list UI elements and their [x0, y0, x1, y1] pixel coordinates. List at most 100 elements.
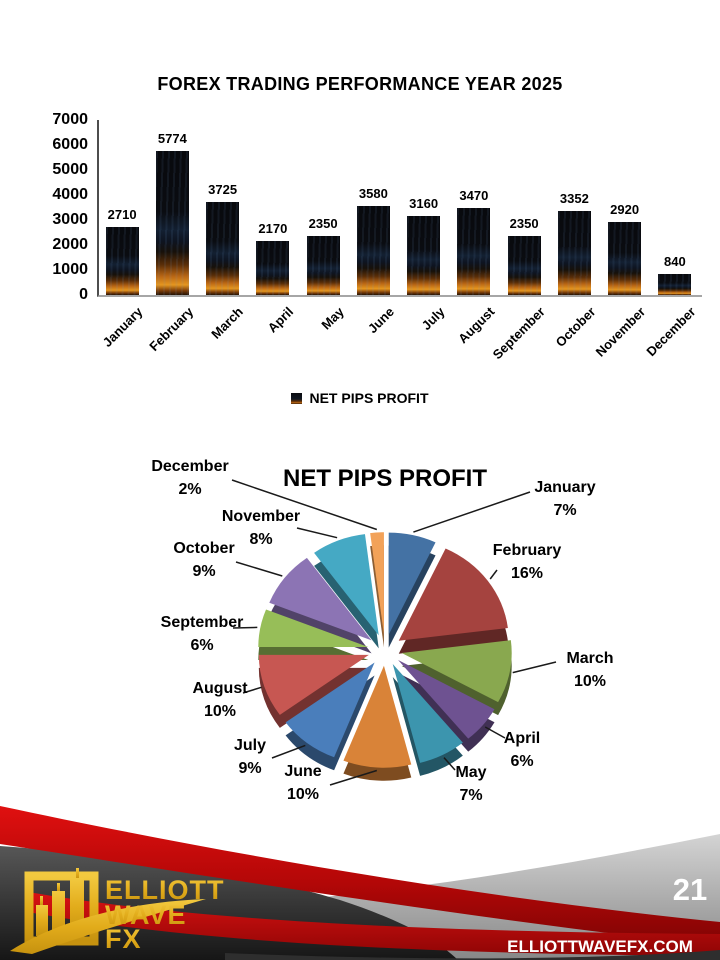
footer-banner: ELLIOTT WAVE FX 21 ELLIOTTWAVEFX.COM: [0, 806, 720, 960]
logo-text-line1: ELLIOTT: [105, 875, 224, 905]
bar-august: [457, 208, 491, 295]
pie-leader-line-october: [235, 561, 283, 577]
pie-leader-line-february: [489, 569, 498, 580]
bar-value-label: 3470: [459, 188, 489, 204]
pie-label-may: May 7%: [455, 764, 486, 804]
bar-value-label: 3352: [559, 191, 589, 207]
pie-slice-april: [398, 660, 495, 739]
pie-leader-line-june: [329, 769, 378, 786]
pie-leader-line-may: [443, 757, 456, 771]
pie-leader-line-march: [512, 661, 557, 674]
pie-slice-november: [314, 534, 379, 636]
pie-leader-line-august: [242, 686, 262, 694]
pie-slice-october: [269, 557, 372, 641]
pie-slice-july: [285, 662, 375, 758]
x-axis-label-may: May: [318, 304, 347, 333]
bar-value-label: 5774: [157, 130, 187, 146]
bar-value-label: 840: [664, 254, 686, 269]
x-axis-label-june: June: [364, 304, 397, 337]
pie-label-december: December 2%: [151, 458, 228, 498]
pie-slice-december: [370, 532, 384, 635]
pie-slice-may: [392, 664, 463, 763]
pie-slice-january: [388, 532, 436, 635]
bar-march: [206, 201, 240, 295]
bar-value-label: 2350: [308, 216, 338, 232]
bar-value-label: 2350: [509, 216, 539, 232]
y-axis-tick-label: 6000: [52, 136, 88, 153]
pie-slice-september: [258, 609, 369, 648]
logo-text-line2: WAVE: [105, 900, 187, 930]
x-axis-label-october: October: [552, 304, 598, 350]
pie-slice-june: [343, 665, 412, 768]
x-axis-label-september: September: [489, 304, 548, 363]
bar-chart-title: FOREX TRADING PERFORMANCE YEAR 2025: [157, 74, 563, 94]
pie-label-october: October 9%: [173, 540, 234, 580]
footer-red-band: [28, 892, 720, 956]
logo-text-line3: FX: [105, 924, 142, 954]
pie-label-june: June 10%: [284, 763, 321, 803]
pie-slice-labels: January 7% February 16% March 10% April 6% May 7%…: [151, 458, 613, 804]
pie-label-february: February 16%: [493, 542, 562, 582]
logo-swoosh: [10, 899, 206, 954]
pie-leader-line-january: [413, 491, 531, 533]
y-axis-tick-label: 2000: [52, 236, 88, 253]
bar-chart-legend: NET PIPS PROFIT: [0, 390, 720, 406]
pie-slices: [258, 532, 512, 768]
website-url: ELLIOTTWAVEFX.COM: [507, 937, 693, 956]
page-number: 21: [673, 872, 707, 907]
footer-bottom-strip: [225, 950, 720, 960]
elliott-wave-fx-logo: ELLIOTT WAVE FX: [10, 868, 224, 954]
bar-december: [658, 274, 692, 295]
bar-january: [105, 227, 139, 295]
x-axis-label-february: February: [146, 304, 196, 354]
footer-red-ribbon-upper: [0, 806, 720, 946]
bar-april: [256, 240, 290, 295]
pie-leader-line-november: [296, 527, 338, 539]
y-axis-tick-label: 7000: [52, 111, 88, 128]
x-axis-label-august: August: [455, 304, 498, 347]
pie-leader-line-april: [484, 726, 506, 739]
bar-november: [608, 222, 642, 295]
x-axis-label-december: December: [643, 304, 699, 360]
x-axis-label-march: March: [208, 304, 247, 342]
y-axis-tick-label: 4000: [52, 186, 88, 203]
pie-label-august: August 10%: [192, 680, 248, 720]
pie-label-january: January 7%: [534, 479, 595, 519]
bar-july: [407, 216, 441, 295]
pie-label-september: September 6%: [161, 614, 244, 654]
y-axis-tick-label: 3000: [52, 211, 88, 228]
bar-june: [356, 205, 390, 295]
pie-leader-lines: [231, 479, 557, 786]
pie-chart-title: NET PIPS PROFIT: [283, 465, 487, 492]
bar-february: [155, 150, 189, 295]
pie-label-november: November 8%: [222, 508, 300, 548]
pie-leader-line-september: [232, 626, 258, 629]
y-axis-tick-label: 0: [79, 286, 88, 303]
pie-slice-march: [401, 640, 512, 703]
pie-slice-february: [398, 548, 508, 641]
bar-value-label: 2710: [107, 207, 137, 223]
pie-leader-line-december: [231, 479, 378, 531]
pie-slice-august: [258, 654, 369, 715]
pie-label-april: April 6%: [504, 730, 540, 770]
bar-may: [306, 236, 340, 295]
bar-value-label: 2170: [258, 220, 288, 236]
bar-value-label: 3725: [208, 181, 238, 197]
y-axis-tick-label: 5000: [52, 161, 88, 178]
x-axis-label-november: November: [592, 304, 649, 360]
pie-label-july: July 9%: [234, 737, 266, 777]
pie-leader-line-july: [271, 744, 306, 759]
pie-label-march: March 10%: [566, 650, 613, 690]
x-axis-label-january: January: [99, 304, 146, 350]
bar-october: [557, 211, 591, 295]
bar-value-label: 3160: [409, 196, 439, 211]
y-axis-tick-label: 1000: [52, 261, 88, 278]
x-axis-label-july: July: [418, 304, 448, 334]
bar-chart-plot-area: [97, 120, 702, 297]
legend-series-swatch-icon: [291, 392, 303, 404]
bar-value-label: 3580: [358, 185, 388, 201]
bar-value-label: 2920: [610, 202, 640, 217]
pie-chart: NET PIPS PROFIT January 7% February 16% Marc…: [151, 458, 613, 804]
legend-series-label: NET PIPS PROFIT: [309, 390, 429, 406]
